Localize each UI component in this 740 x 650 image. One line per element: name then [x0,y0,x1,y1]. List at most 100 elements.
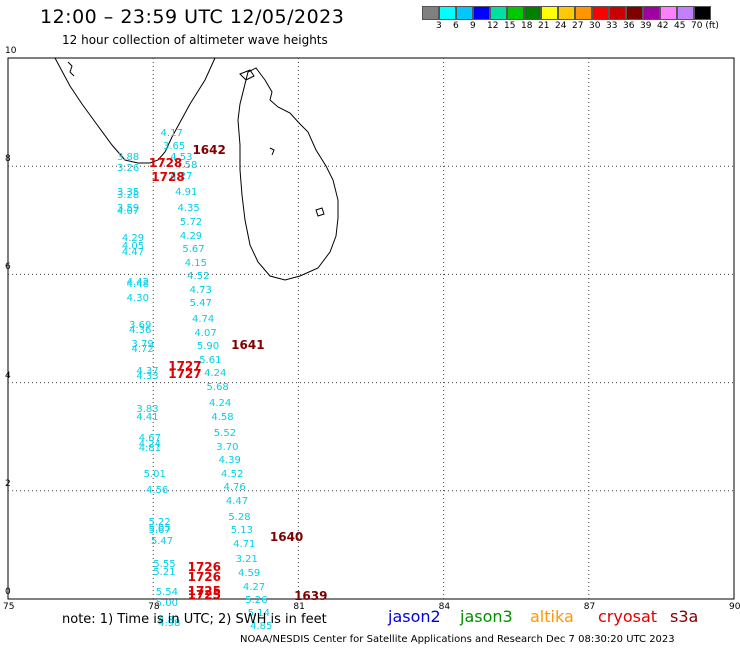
wave-height-value: 4.56 [146,484,169,496]
island-mark-2 [315,207,325,217]
wave-height-value: 4.17 [160,127,183,139]
wave-height-value: 5.01 [143,468,166,480]
credit-footer: NOAA/NESDIS Center for Satellite Applica… [240,634,675,645]
color-swatch [592,6,609,20]
wave-height-value: 4.67 [138,433,162,445]
wave-height-value: 4.24 [208,398,232,410]
india-coastline [54,57,216,164]
wave-height-value: 4.24 [204,368,227,380]
color-scale-label: 18 [521,21,533,31]
color-swatch [422,6,439,20]
wave-height-value: 4.52 [187,271,210,283]
color-scale-label: 36 [623,21,635,31]
wave-height-value: 5.90 [196,341,220,353]
pass-time-label: 1726 [187,570,221,585]
color-swatch [694,6,711,20]
color-swatch [456,6,473,20]
wave-height-value: 4.30 [126,292,149,304]
wave-height-value: 3.59 [117,203,140,215]
wave-height-value: 5.67 [182,244,205,256]
wave-height-value: 4.05 [121,241,145,253]
color-scale-label: 39 [640,21,652,31]
wave-height-value: 5.21 [153,567,176,579]
color-scale-label: 30 [589,21,601,31]
wave-height-value: 4.58 [175,160,198,172]
wave-height-value: 5.47 [189,298,212,310]
color-scale-label: 3 [436,21,442,31]
footnote: note: 1) Time is in UTC; 2) SWH is in fe… [62,612,327,627]
wave-height-value: 4.47 [121,246,145,258]
map-frame [7,57,735,600]
wave-height-value: 5.67 [148,525,171,537]
wave-height-value: 3.21 [235,554,258,566]
pass-time-label: 1728 [148,156,183,171]
wave-height-value: 4.58 [211,411,234,423]
wave-height-value: 4.98 [158,617,181,629]
wave-height-value: 4.27 [170,171,193,183]
pass-time-label: 1640 [269,529,304,544]
color-scale-label: 6 [453,21,459,31]
color-swatch [473,6,490,20]
pass-time-label: 1725 [187,587,221,602]
wave-height-value: 5.13 [230,525,253,537]
x-tick-label: 78 [148,602,160,612]
wave-height-value: 4.91 [175,187,198,199]
wave-height-value: 5.28 [228,511,251,523]
color-scale-label: 21 [538,21,550,31]
wave-height-value: 3.79 [131,338,154,350]
wave-height-value: 5.54 [155,586,178,598]
sri-lanka-coastline [237,67,339,281]
x-tick-label: 87 [583,602,596,612]
color-scale-label: 15 [504,21,516,31]
color-swatch [660,6,677,20]
color-scale-label: 24 [555,21,567,31]
color-scale-label: 70 (ft) [691,21,719,31]
color-scale-label: 27 [572,21,584,31]
color-scale-label: 9 [470,21,476,31]
wave-height-value: 4.07 [117,206,140,218]
legend-s3a: s3a [670,607,699,626]
wave-height-value: 4.27 [242,582,266,594]
color-swatch [558,6,575,20]
x-tick-label: 75 [3,602,15,612]
india-coast-detail [67,61,75,77]
wave-height-value: 4.07 [194,327,217,339]
wave-height-value: 5.14 [247,608,270,620]
color-scale-label: 42 [657,21,669,31]
y-tick-label: 4 [5,370,11,381]
jaffna-peninsula [239,69,255,81]
wave-height-value: 4.29 [179,230,203,242]
wave-height-value: 4.71 [233,538,256,550]
wave-height-value: 4.48 [126,279,149,291]
color-swatch [575,6,592,20]
wave-height-value: 4.53 [170,152,193,164]
map-gridlines [8,58,734,599]
wave-height-value: 5.05 [148,522,171,534]
wave-height-value: 4.85 [250,621,273,633]
wave-height-value: 4.41 [136,411,159,423]
wave-height-value: 5.61 [199,354,222,366]
y-tick-label: 10 [5,46,17,56]
legend-cryosat: cryosat [598,607,658,626]
color-swatch [541,6,558,20]
wave-height-value: 5.26 [245,594,268,606]
pass-time-label: 1639 [294,589,328,604]
y-tick-label: 8 [5,154,11,165]
pass-time-label: 1726 [187,559,221,574]
wave-height-value: 4.15 [184,257,208,269]
y-tick-label: 0 [5,587,11,597]
color-swatch [626,6,643,20]
x-tick-label: 81 [293,602,305,612]
wave-height-value: 3.26 [117,162,140,174]
color-swatch [490,6,507,20]
wave-height-value: 4.76 [223,482,246,494]
color-swatch [643,6,660,20]
pass-time-label: 1725 [187,583,221,598]
x-tick-label: 84 [438,602,451,612]
color-swatch [507,6,524,20]
color-scale-label: 12 [487,21,499,31]
y-tick-label: 6 [5,262,11,273]
wave-height-value: 3.65 [162,141,186,153]
wave-height-value: 5.22 [148,517,171,529]
